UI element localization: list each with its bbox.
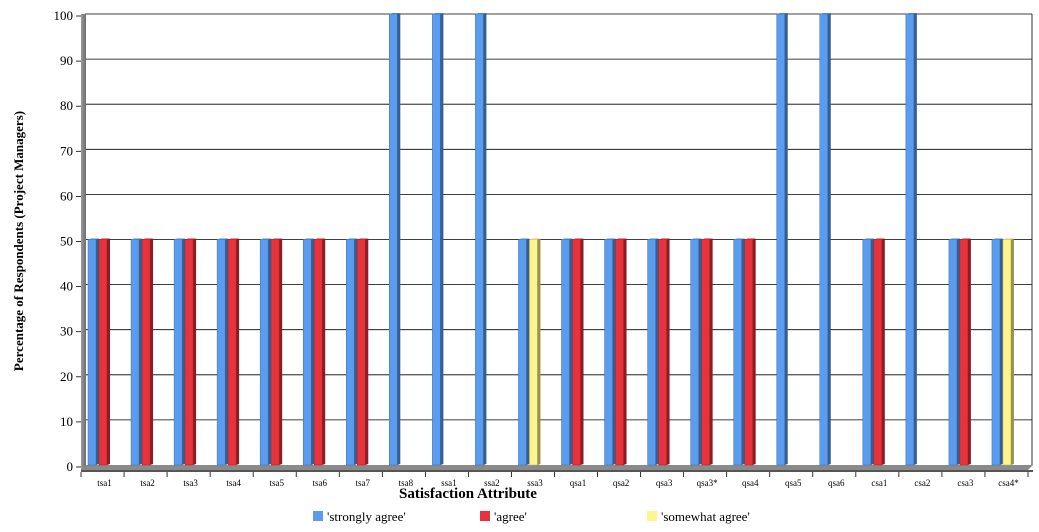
bar-ssa2-strongly-agree xyxy=(475,13,487,466)
x-tick-label: qsa3* xyxy=(697,478,718,488)
y-tick-label: 90 xyxy=(60,53,73,68)
bar-qsa1-strongly-agree xyxy=(561,238,573,466)
bar-qsa2-agree xyxy=(615,238,627,466)
y-tick-label: 80 xyxy=(60,98,73,113)
x-tick-label: tsa3 xyxy=(183,478,198,488)
x-tick-label: ssa2 xyxy=(484,478,500,488)
bar-qsa4-strongly-agree xyxy=(733,238,745,466)
y-tick-label: 0 xyxy=(67,459,74,474)
y-tick-label: 10 xyxy=(60,414,73,429)
bar-qsa1-agree xyxy=(572,238,584,466)
y-tick-label: 60 xyxy=(60,188,73,203)
plot-frame xyxy=(81,14,1033,472)
bar-tsa5-agree xyxy=(270,238,283,466)
y-tick-label: 30 xyxy=(60,324,73,339)
bar-qsa3*-agree xyxy=(701,238,713,466)
floor-edge xyxy=(81,470,1033,472)
bar-qsa6-strongly-agree xyxy=(819,13,831,466)
bar-tsa7-strongly-agree xyxy=(346,238,358,466)
legend-label: 'agree' xyxy=(494,509,527,524)
legend-item: 'agree' xyxy=(480,509,527,524)
bar-tsa7-agree xyxy=(357,238,369,466)
legend-item: 'strongly agree' xyxy=(313,509,406,524)
legend: 'strongly agree' 'agree' 'somewhat agree' xyxy=(313,509,750,524)
bar-csa4*-somewhat-agree xyxy=(1002,238,1014,466)
legend-swatch xyxy=(313,511,323,521)
legend-label: 'strongly agree' xyxy=(327,509,406,524)
bar-csa4*-strongly-agree xyxy=(991,238,1003,466)
x-tick-label: ssa3 xyxy=(527,478,543,488)
legend-swatch xyxy=(647,511,657,521)
bar-qsa5-strongly-agree xyxy=(776,13,788,466)
legend-item: 'somewhat agree' xyxy=(647,509,750,524)
y-tick-label: 50 xyxy=(60,234,73,249)
legend-label: 'somewhat agree' xyxy=(661,509,750,524)
bar-csa3-strongly-agree xyxy=(948,238,960,466)
y-tick-label: 20 xyxy=(60,369,73,384)
bar-tsa6-agree xyxy=(313,238,326,466)
bar-qsa4-agree xyxy=(744,238,756,466)
bar-tsa1-agree xyxy=(98,238,110,466)
x-axis-label: Satisfaction Attribute xyxy=(399,486,537,502)
bar-qsa3*-strongly-agree xyxy=(690,238,702,466)
bar-ssa1-strongly-agree xyxy=(432,13,444,466)
x-tick-label: tsa6 xyxy=(313,478,328,488)
bar-tsa8-strongly-agree xyxy=(389,13,401,466)
x-tick-label: tsa5 xyxy=(269,478,284,488)
x-tick-label: qsa2 xyxy=(613,478,630,488)
x-tick-label: qsa3 xyxy=(656,478,673,488)
bar-tsa4-strongly-agree xyxy=(216,238,229,466)
bar-tsa3-agree xyxy=(184,238,197,466)
x-tick-label: csa2 xyxy=(914,478,930,488)
x-tick-label: qsa6 xyxy=(828,478,845,488)
bar-tsa4-agree xyxy=(227,238,240,466)
legend-swatch xyxy=(480,511,490,521)
bar-tsa2-agree xyxy=(141,238,154,466)
bar-qsa2-strongly-agree xyxy=(604,238,616,466)
bar-csa1-strongly-agree xyxy=(862,238,874,466)
x-tick-label: tsa1 xyxy=(97,478,112,488)
bar-qsa3-agree xyxy=(658,238,670,466)
x-axis-ticks: tsa1 tsa2 tsa3 tsa4 tsa5 tsa6 tsa7 tsa8 ssa1 ssa2… xyxy=(80,472,1029,488)
bar-csa3-agree xyxy=(959,238,971,466)
bar-tsa6-strongly-agree xyxy=(302,238,315,466)
bar-tsa2-strongly-agree xyxy=(130,238,143,466)
bar-csa1-agree xyxy=(873,238,885,466)
x-tick-label: csa3 xyxy=(957,478,973,488)
left-wall xyxy=(81,14,86,470)
x-tick-label: tsa7 xyxy=(356,478,371,488)
bar-qsa3-strongly-agree xyxy=(647,238,659,466)
x-tick-label: qsa5 xyxy=(785,478,802,488)
x-tick-label: tsa4 xyxy=(226,478,241,488)
y-axis-label: Percentage of Respondents (Project Manag… xyxy=(11,111,26,371)
gridlines xyxy=(85,13,1032,421)
x-tick-label: tsa8 xyxy=(399,478,414,488)
bar-tsa3-strongly-agree xyxy=(173,238,186,466)
x-tick-label: csa1 xyxy=(871,478,887,488)
x-tick-label: csa4* xyxy=(998,478,1019,488)
x-tick-label: tsa2 xyxy=(140,478,155,488)
bar-ssa3-somewhat-agree xyxy=(529,238,541,466)
bars xyxy=(87,13,1014,466)
y-tick-label: 100 xyxy=(54,8,74,23)
bar-csa2-strongly-agree xyxy=(905,13,917,466)
y-tick-label: 70 xyxy=(60,143,73,158)
x-tick-label: qsa4 xyxy=(742,478,759,488)
bar-tsa5-strongly-agree xyxy=(259,238,272,466)
x-tick-label: ssa1 xyxy=(441,478,457,488)
y-tick-label: 40 xyxy=(60,279,73,294)
bar-ssa3-strongly-agree xyxy=(518,238,530,466)
bar-tsa1-strongly-agree xyxy=(87,238,99,466)
floor xyxy=(81,465,1033,470)
y-axis-ticks: 0 10 20 30 40 50 60 70 80 90 100 xyxy=(54,8,81,474)
x-tick-label: qsa1 xyxy=(570,478,587,488)
